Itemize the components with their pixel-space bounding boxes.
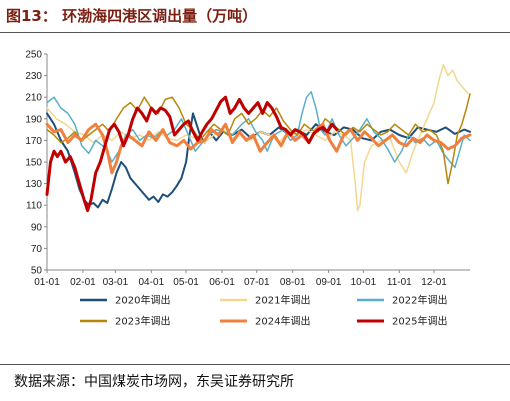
x-tick-label: 01-01 bbox=[34, 277, 60, 288]
legend-label: 2025年调出 bbox=[392, 315, 447, 328]
x-tick-label: 03-01 bbox=[103, 277, 129, 288]
x-tick-label: 12-01 bbox=[421, 277, 447, 288]
legend-label: 2022年调出 bbox=[392, 294, 447, 307]
y-tick-label: 250 bbox=[25, 50, 42, 61]
legend-label: 2020年调出 bbox=[115, 294, 170, 307]
plot-area bbox=[45, 64, 472, 213]
source-rule bbox=[0, 364, 510, 365]
series-line-4 bbox=[46, 93, 471, 185]
x-tick-label: 11-01 bbox=[387, 277, 412, 288]
series-line-5 bbox=[45, 122, 472, 175]
x-tick-label: 07-01 bbox=[244, 277, 270, 288]
line-chart: 50 70 90 110 130 150 170 190 210 230 250 01-01 02-01… bbox=[25, 50, 472, 328]
y-tick-label: 170 bbox=[25, 136, 42, 147]
y-tick-label: 210 bbox=[25, 93, 42, 104]
x-tick-label: 09-01 bbox=[316, 277, 342, 288]
axes: 50 70 90 110 130 150 170 190 210 230 250 01-01 02-01… bbox=[25, 50, 470, 288]
y-tick-label: 110 bbox=[26, 201, 42, 212]
y-tick-label: 150 bbox=[25, 158, 42, 169]
x-tick-label: 05-01 bbox=[173, 277, 199, 288]
y-tick-label: 230 bbox=[25, 71, 42, 82]
y-tick-label: 130 bbox=[25, 179, 42, 190]
source-note: 数据来源：中国煤炭市场网，东吴证券研究所 bbox=[14, 374, 294, 390]
title-rule bbox=[0, 32, 510, 33]
y-tick-label: 190 bbox=[25, 114, 42, 125]
series-line-1 bbox=[46, 112, 471, 209]
legend-label: 2021年调出 bbox=[255, 294, 310, 307]
legend: 2020年调出 2021年调出 2022年调出 2023年调出 2024年调出 2025年… bbox=[80, 294, 447, 328]
legend-label: 2023年调出 bbox=[115, 315, 170, 328]
series-line-6 bbox=[45, 95, 339, 213]
y-tick-label: 50 bbox=[31, 266, 43, 277]
x-tick-label: 10-01 bbox=[351, 277, 377, 288]
x-tick-label: 08-01 bbox=[280, 277, 306, 288]
chart-title: 图13： 环渤海四港区调出量（万吨） bbox=[6, 7, 258, 25]
y-tick-label: 70 bbox=[31, 244, 43, 255]
y-tick-label: 90 bbox=[31, 222, 43, 233]
x-tick-label: 04-01 bbox=[139, 277, 165, 288]
x-tick-label: 06-01 bbox=[209, 277, 235, 288]
legend-label: 2024年调出 bbox=[255, 315, 310, 328]
x-tick-label: 02-01 bbox=[70, 277, 96, 288]
